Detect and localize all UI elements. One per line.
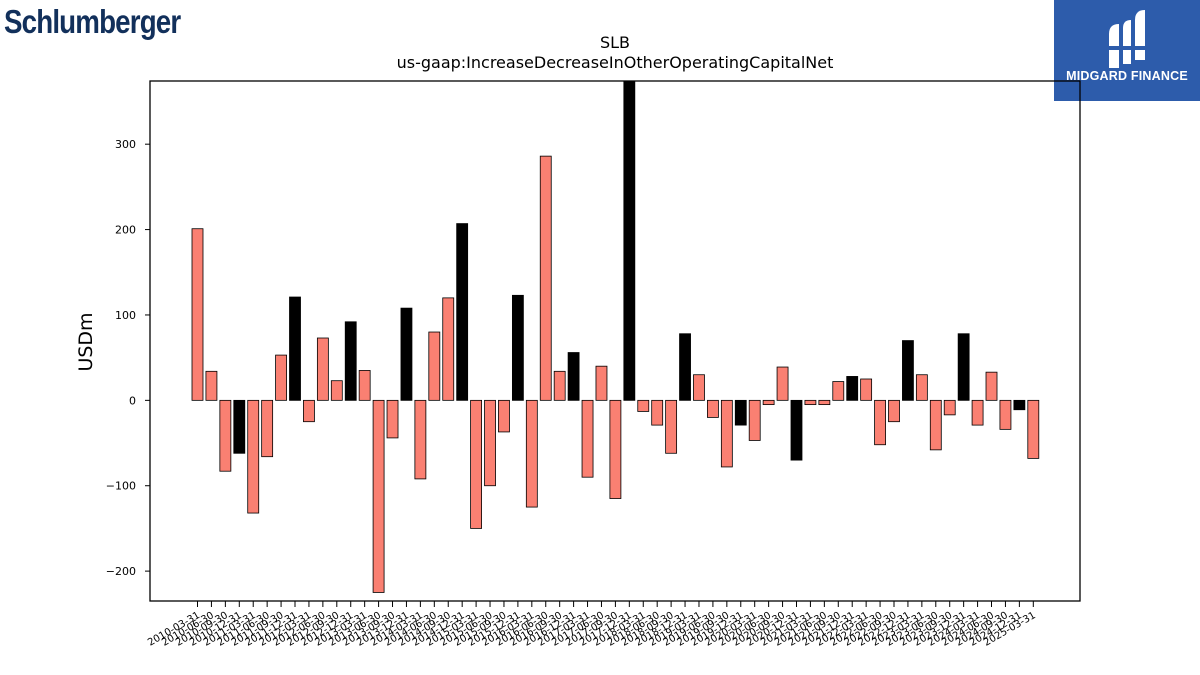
bar-2022-09-30 [888,399,900,423]
bar-2019-03-31 [693,374,705,401]
bar-2024-03-31 [971,399,984,426]
bar-2021-03-31 [804,399,817,406]
bar-2021-12-31 [846,376,859,401]
y-tick-label: 200 [115,224,136,237]
bar-2018-06-30 [651,399,664,426]
bar-2024-12-31 [1013,399,1026,411]
bar-2023-12-31 [957,333,970,401]
bar-2015-12-31 [511,294,524,401]
y-tick-label: −200 [106,565,136,578]
bar-2014-12-31 [456,223,469,401]
bar-2011-12-31 [289,296,301,401]
bar-2012-03-31 [303,399,315,423]
y-tick-label: 100 [115,309,136,322]
bar-2015-03-31 [470,399,483,529]
bar-2013-06-30 [372,399,385,593]
bar-2013-03-31 [358,370,371,401]
y-tick-label: 0 [129,394,136,407]
bar-2020-03-31 [748,399,761,441]
bar-2012-06-30 [316,337,329,401]
bar-2017-06-30 [595,365,608,401]
bar-2012-09-30 [330,380,343,401]
bar-2014-03-31 [414,399,427,480]
bar-2021-09-30 [832,381,845,401]
bar-2020-09-30 [776,366,789,401]
midgard-finance-logo: MIDGARD FINANCE [1054,0,1200,101]
bar-2024-06-30 [985,371,998,401]
y-axis: −200 −100 0 100 200 300 [106,138,150,578]
bar-2014-06-30 [428,331,441,401]
x-axis: 2010-03-312010-06-302010-09-302010-12-31… [146,601,1038,649]
plot-frame [149,80,1081,602]
bar-2022-12-31 [902,340,914,401]
midgard-mark-icon [1107,10,1147,68]
bar-2013-12-31 [400,307,413,401]
bar-2018-09-30 [665,399,678,454]
bar-2017-12-31 [623,80,636,401]
midgard-finance-wordmark: MIDGARD FINANCE [1066,69,1188,83]
bar-2011-06-30 [261,399,274,458]
bar-2013-09-30 [386,399,399,439]
schlumberger-logo: Schlumberger [4,3,181,40]
bar-2017-09-30 [609,399,622,499]
y-tick-label: 300 [115,138,136,151]
bar-2015-06-30 [484,399,496,487]
bar-2019-09-30 [720,399,733,468]
bar-2016-09-30 [553,370,566,401]
chart-subtitle: us-gaap:IncreaseDecreaseInOtherOperating… [397,53,834,72]
bar-2010-06-30 [205,370,218,401]
bar-2018-12-31 [679,333,691,401]
bar-2023-06-30 [929,399,942,451]
bar-2025-03-31 [1027,399,1040,459]
bar-2019-12-31 [734,399,747,426]
bar-2016-12-31 [567,352,580,401]
bar-2010-12-31 [233,399,246,454]
bar-2011-09-30 [275,354,287,401]
bar-2010-09-30 [219,399,232,472]
bar-2020-12-31 [790,399,803,461]
bar-2022-03-31 [860,378,873,401]
bar-2016-03-31 [525,399,538,508]
bar-2024-09-30 [999,399,1012,430]
bar-2017-03-31 [581,399,594,478]
bar-2014-09-30 [442,297,455,401]
bar-2018-03-31 [637,399,650,412]
bar-2019-06-30 [707,399,719,418]
bar-2020-06-30 [762,399,775,406]
bars-group [191,80,1040,593]
bar-2023-09-30 [943,399,956,416]
bar-2021-06-30 [818,399,831,406]
bar-2012-12-31 [344,321,357,401]
y-axis-label: USDm [75,312,97,371]
bar-2016-06-30 [539,155,552,401]
chart-title: SLB [600,33,630,52]
bar-2011-03-31 [247,399,260,514]
bar-2015-09-30 [498,399,510,433]
bar-2022-06-30 [874,399,886,446]
y-tick-label: −100 [106,480,136,493]
bar-2023-03-31 [915,374,928,401]
bar-2010-03-31 [191,228,204,401]
